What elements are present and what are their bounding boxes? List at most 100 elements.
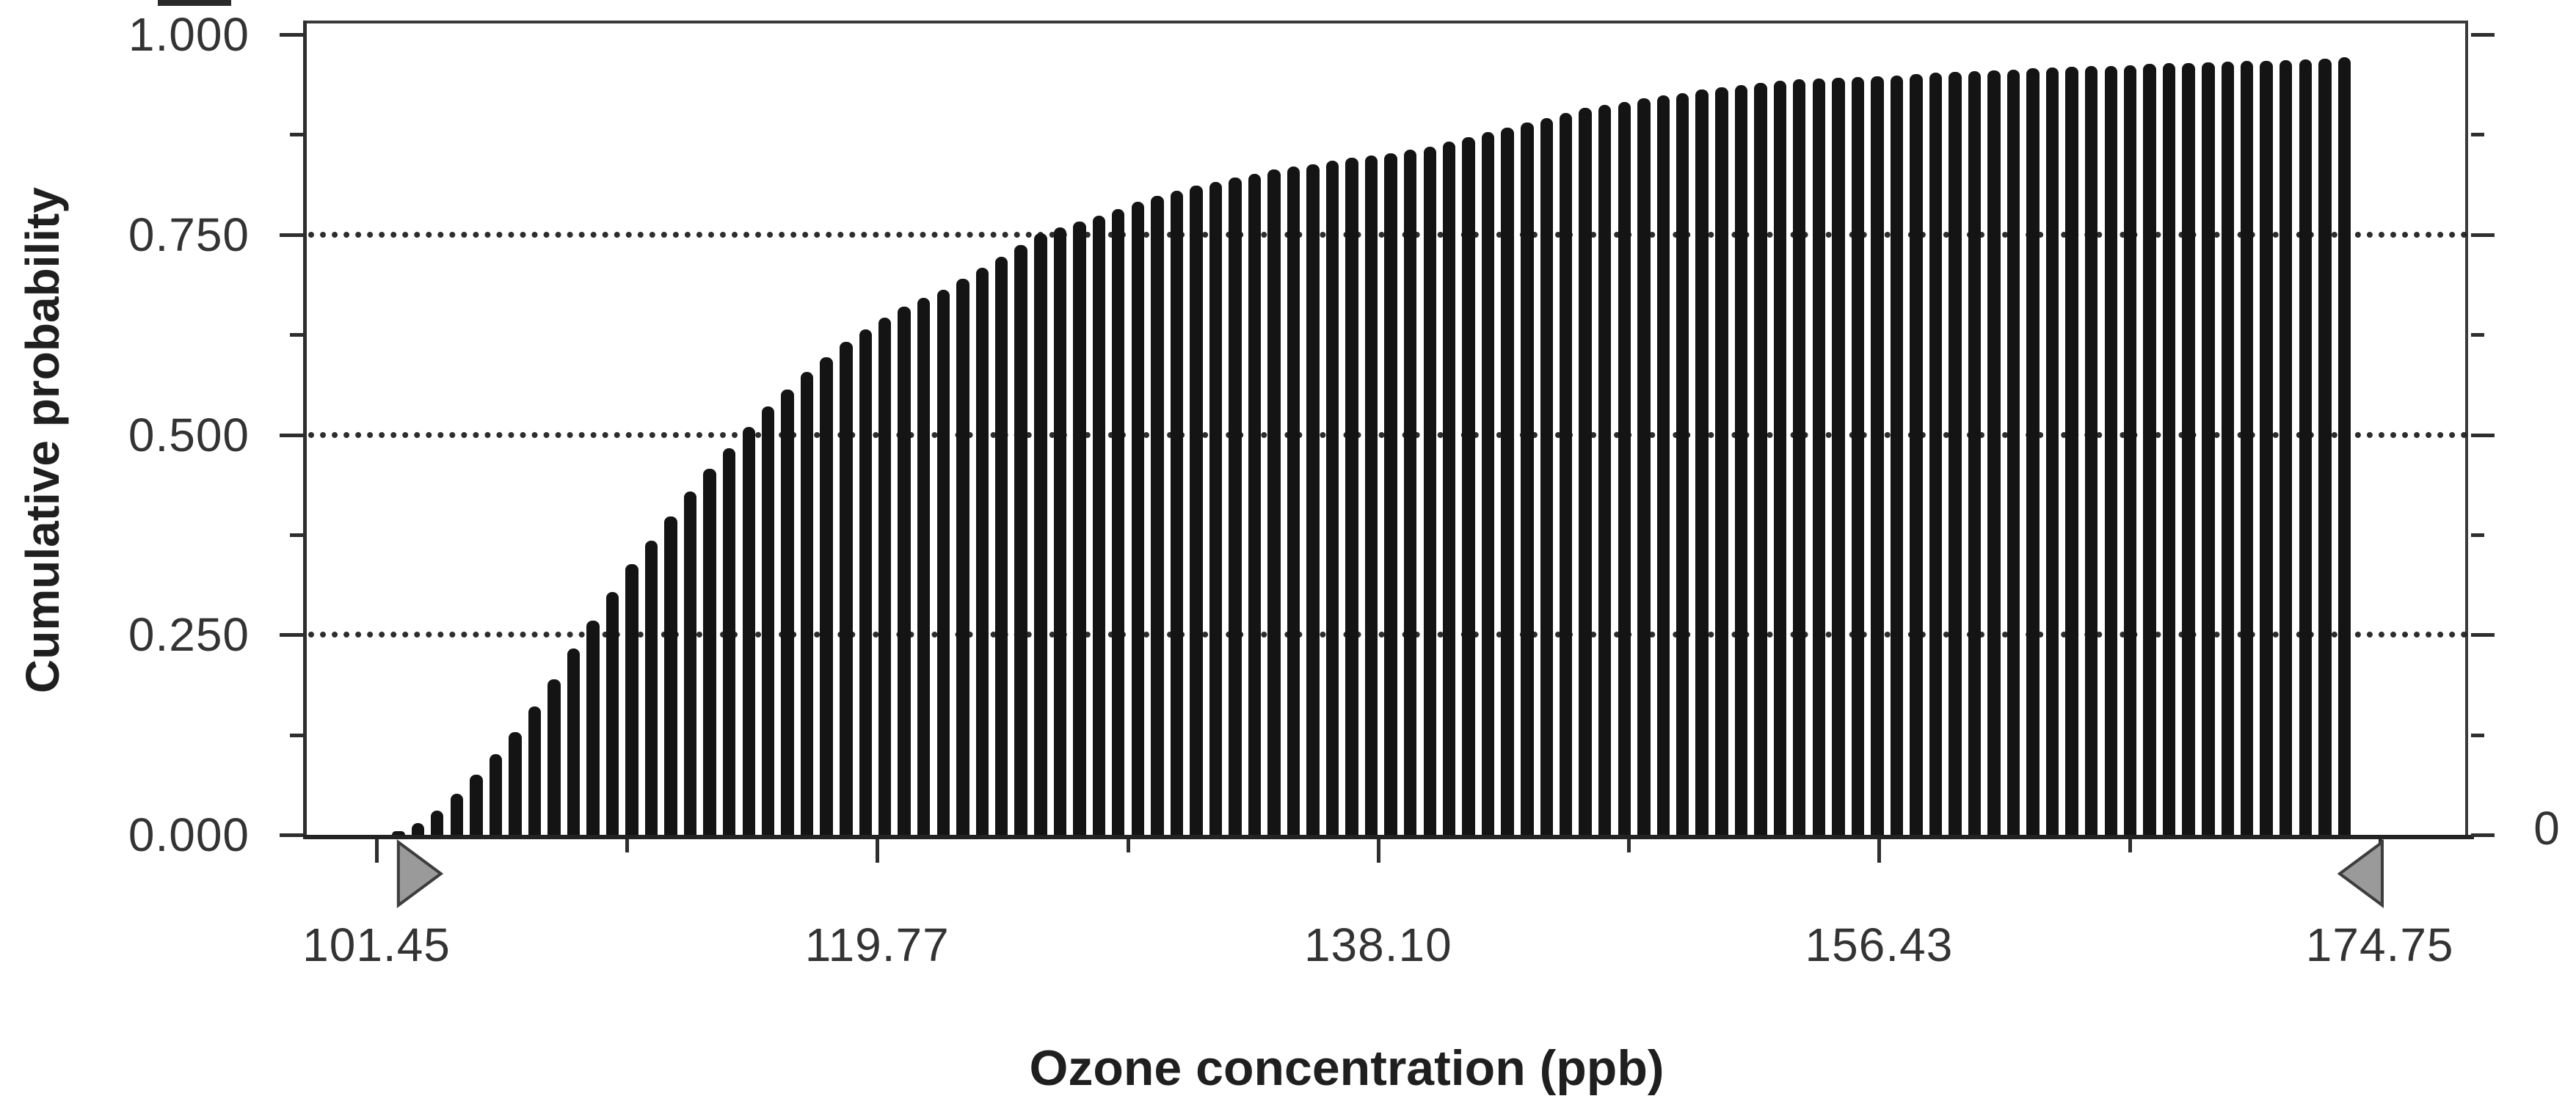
bar: [509, 732, 522, 835]
bar: [1559, 112, 1573, 835]
bar: [586, 620, 600, 835]
bar: [1403, 150, 1417, 835]
bar: [1287, 167, 1300, 835]
bar: [1949, 72, 1962, 835]
bar: [664, 516, 677, 835]
bar: [2182, 63, 2195, 835]
bar: [1384, 153, 1397, 835]
bar: [2065, 66, 2078, 835]
bar: [722, 448, 736, 835]
y-axis-line: [303, 21, 307, 839]
bar: [878, 318, 892, 835]
bar: [1034, 233, 1047, 835]
x-tick-label: 138.10: [1303, 918, 1452, 971]
bar: [1151, 196, 1164, 835]
bar: [956, 278, 969, 835]
bar: [1170, 190, 1184, 835]
y-major-tick: [280, 433, 303, 437]
bar: [1501, 127, 1514, 835]
y-tick-label: 0.500: [128, 408, 250, 461]
y-minor-tick: [290, 133, 303, 137]
bar: [625, 564, 638, 835]
y-major-tick: [2471, 633, 2495, 637]
bar: [605, 592, 619, 835]
x-minor-tick: [1627, 839, 1631, 852]
bar: [994, 257, 1008, 835]
bar: [1306, 164, 1320, 835]
bar: [1792, 79, 1806, 835]
bar: [1209, 181, 1222, 835]
y-minor-tick: [290, 333, 303, 337]
bar: [820, 357, 833, 835]
bar: [1910, 73, 1923, 835]
bar: [1111, 208, 1125, 835]
y-tick-label: 1.000: [128, 8, 250, 61]
bar: [1579, 108, 1592, 835]
x-major-tick: [375, 839, 379, 863]
bar: [2026, 67, 2040, 835]
bar: [411, 822, 424, 835]
bar: [898, 306, 911, 835]
bar: [1968, 71, 1982, 835]
bar: [1345, 158, 1358, 835]
bar: [1092, 215, 1105, 835]
y-minor-tick: [2471, 533, 2484, 537]
bar: [644, 540, 658, 835]
bar: [2337, 56, 2351, 835]
bar: [1325, 161, 1339, 835]
bar: [1598, 105, 1612, 835]
y-major-tick: [280, 833, 303, 837]
bar: [2162, 63, 2176, 835]
y-major-tick: [2471, 33, 2495, 37]
bar: [2123, 65, 2137, 835]
bar: [936, 290, 950, 835]
bar: [2143, 64, 2156, 835]
bar: [1073, 222, 1086, 835]
bar: [1812, 78, 1826, 835]
bar: [1832, 77, 1845, 835]
y-major-tick: [280, 33, 303, 37]
y-major-tick: [280, 233, 303, 237]
x-major-tick: [876, 839, 880, 863]
bar: [2006, 70, 2020, 835]
bar: [547, 679, 561, 835]
bar: [528, 706, 541, 835]
x-tick-label: 101.45: [302, 918, 451, 971]
bar: [975, 267, 989, 835]
bar: [2240, 61, 2254, 835]
bar: [1715, 87, 1728, 835]
y-tick-label: 0.750: [128, 208, 250, 261]
y-axis-title: Cumulative probability: [16, 187, 69, 693]
y-minor-tick: [290, 533, 303, 537]
x-axis-line: [303, 835, 2474, 839]
bar: [1053, 227, 1067, 835]
x-minor-tick: [2128, 839, 2132, 852]
bar: [1890, 75, 1903, 835]
bar: [703, 469, 716, 835]
bar: [1540, 117, 1553, 835]
bar: [1267, 169, 1281, 835]
bar: [859, 329, 872, 835]
bar: [2045, 67, 2059, 835]
x-major-tick: [1376, 839, 1380, 863]
left-delimiter-handle[interactable]: [396, 839, 444, 908]
bar: [2279, 59, 2293, 835]
bar: [489, 753, 503, 835]
bar: [2260, 61, 2273, 835]
y-minor-tick: [290, 733, 303, 737]
bar: [1695, 89, 1709, 835]
bar: [1131, 202, 1145, 835]
bar: [1929, 73, 1943, 835]
right-delimiter-handle[interactable]: [2337, 839, 2384, 908]
y-major-tick: [280, 633, 303, 637]
bar: [1462, 136, 1475, 835]
x-major-tick: [1877, 839, 1882, 863]
y-major-tick: [2471, 433, 2495, 437]
x-tick-label: 174.75: [2305, 918, 2454, 971]
bar: [1676, 92, 1689, 835]
y-minor-tick: [2471, 733, 2484, 737]
bar: [1229, 178, 1242, 835]
bar: [1773, 81, 1786, 835]
